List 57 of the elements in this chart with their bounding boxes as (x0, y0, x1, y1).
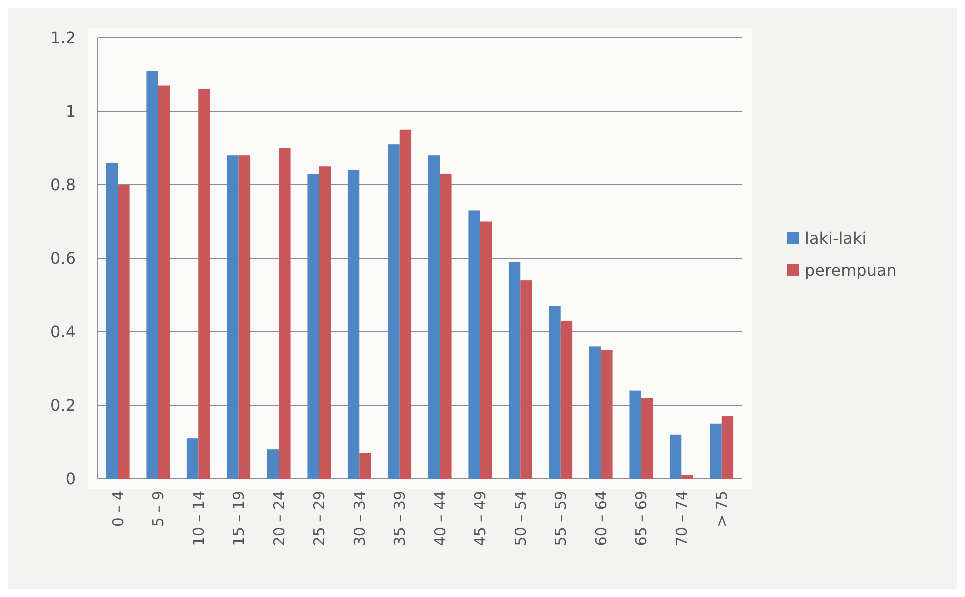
bar (560, 320, 573, 479)
bar (440, 174, 452, 479)
x-tick-label: 20 – 24 (270, 491, 288, 546)
bar (319, 166, 332, 479)
legend-label: perempuan (805, 261, 897, 280)
x-tick-label: 10 – 14 (190, 491, 208, 546)
bar (400, 130, 412, 479)
x-tick-label: 65 – 69 (632, 491, 651, 546)
y-tick-label: 0.2 (50, 396, 76, 416)
bar (308, 174, 320, 479)
bar (106, 162, 118, 479)
bar (722, 416, 734, 479)
x-tick-label: 55 – 59 (552, 491, 570, 546)
bar (348, 170, 360, 479)
bar (360, 453, 372, 479)
x-tick-label: 5 – 9 (150, 491, 168, 528)
y-tick-label: 0.4 (50, 322, 76, 342)
bar (158, 86, 170, 479)
bar (520, 280, 532, 479)
legend-label: laki-laki (805, 229, 867, 248)
bar (630, 390, 642, 479)
x-tick-label: 40 – 44 (431, 491, 450, 546)
x-tick-label: 15 – 19 (230, 491, 248, 546)
bar (601, 350, 613, 479)
x-tick-label: 25 – 29 (310, 491, 329, 546)
bar (641, 398, 654, 479)
y-tick-label: 0 (66, 470, 76, 489)
bar (267, 450, 280, 479)
bar (227, 156, 239, 479)
bar (670, 434, 682, 479)
bar (186, 438, 199, 479)
y-tick-label: 1 (66, 102, 76, 122)
bar (549, 306, 561, 479)
x-tick-label: 60 – 64 (592, 491, 610, 546)
bar (710, 424, 722, 479)
bar (682, 475, 694, 479)
x-tick-label: 30 – 34 (350, 491, 369, 546)
bar (238, 156, 251, 479)
bar (589, 346, 602, 479)
bar (480, 222, 492, 479)
y-tick-label: 1.2 (50, 28, 76, 48)
bar (118, 185, 130, 479)
bar (198, 89, 210, 479)
x-tick-label: > 75 (713, 491, 732, 528)
bar (388, 144, 400, 479)
y-tick-label: 0.6 (50, 249, 76, 268)
bar (468, 210, 480, 479)
x-tick-label: 35 – 39 (391, 491, 410, 546)
x-tick-label: 50 – 54 (512, 491, 530, 546)
x-tick-label: 70 – 74 (672, 491, 691, 546)
x-tick-label: 45 – 49 (472, 491, 490, 546)
x-tick-label: 0 – 4 (109, 491, 128, 528)
bar (428, 156, 440, 479)
bar (279, 148, 291, 479)
y-tick-label: 0.8 (50, 176, 76, 195)
bar (508, 262, 521, 479)
bar (146, 71, 158, 479)
